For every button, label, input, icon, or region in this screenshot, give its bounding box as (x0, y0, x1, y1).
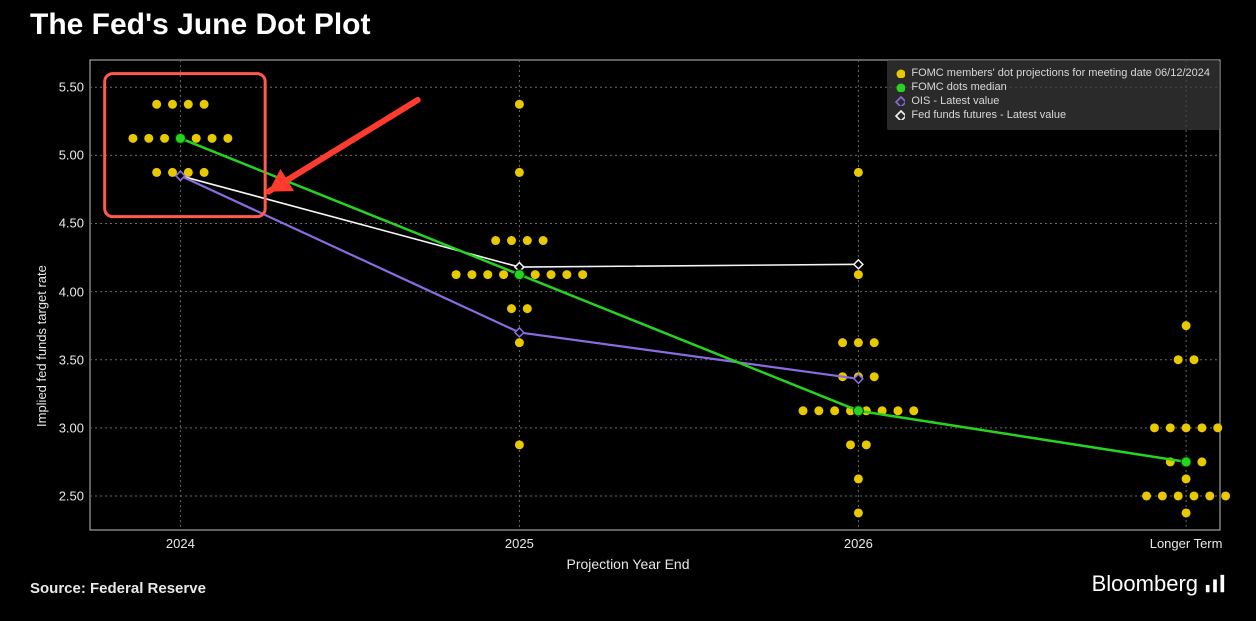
fomc-dot (200, 168, 209, 177)
fomc-dot (515, 440, 524, 449)
fomc-dot (208, 134, 217, 143)
fomc-dot (862, 440, 871, 449)
fomc-dot (814, 406, 823, 415)
fomc-dot (1158, 491, 1167, 500)
fomc-dot (854, 474, 863, 483)
fomc-dot (200, 100, 209, 109)
fomc-dot (539, 236, 548, 245)
highlight-box (105, 74, 265, 217)
fomc-dot (1182, 321, 1191, 330)
fomc-dot (562, 270, 571, 279)
fomc-dot (452, 270, 461, 279)
fomc-dot (854, 508, 863, 517)
fomc-dot (1166, 423, 1175, 432)
fomc-dot (168, 100, 177, 109)
legend-item: FOMC members' dot projections for meetin… (895, 66, 1210, 80)
fomc-dot (192, 134, 201, 143)
legend-item: OIS - Latest value (895, 94, 1210, 108)
source-attribution: Source: Federal Reserve (30, 580, 206, 597)
fomc-dot (223, 134, 232, 143)
fomc-dot (854, 338, 863, 347)
brand-text: Bloomberg (1092, 571, 1198, 597)
x-axis-label: Projection Year End (0, 556, 1256, 572)
fomc-dot (152, 100, 161, 109)
fomc-dot (515, 168, 524, 177)
fomc-dot (491, 236, 500, 245)
fomc-dot (830, 406, 839, 415)
fomc-dot (838, 338, 847, 347)
callout-arrow (269, 100, 418, 192)
fomc-dot (507, 236, 516, 245)
fomc-dot (1142, 491, 1151, 500)
bloomberg-logo: Bloomberg (1092, 571, 1226, 597)
fomc-dot (467, 270, 476, 279)
fomc-dot (1190, 491, 1199, 500)
legend-label: Fed funds futures - Latest value (911, 108, 1066, 122)
fomc-dot (531, 270, 540, 279)
fomc-dot (499, 270, 508, 279)
fomc-dot (515, 338, 524, 347)
fomc-dot (1174, 355, 1183, 364)
fomc-dot (483, 270, 492, 279)
fomc-dot (1205, 491, 1214, 500)
fomc-dot (846, 440, 855, 449)
fomc-dot (1221, 491, 1230, 500)
fomc-dot (854, 270, 863, 279)
fomc-dot (1182, 508, 1191, 517)
fomc-dot (1197, 423, 1206, 432)
fomc-dot (523, 304, 532, 313)
bloomberg-icon (1204, 573, 1226, 595)
legend: FOMC members' dot projections for meetin… (887, 60, 1220, 130)
fomc-dot (1213, 423, 1222, 432)
fomc-dot (1174, 491, 1183, 500)
legend-item: FOMC dots median (895, 80, 1210, 94)
fomc-dot (870, 372, 879, 381)
fomc-dot (152, 168, 161, 177)
fomc-dot (160, 134, 169, 143)
legend-label: OIS - Latest value (911, 94, 999, 108)
fomc-dot (1150, 423, 1159, 432)
fomc-dot (1197, 457, 1206, 466)
fomc-dot (507, 304, 516, 313)
fomc-dot (515, 100, 524, 109)
series-line (180, 138, 1186, 462)
legend-label: FOMC dots median (911, 80, 1006, 94)
fomc-dot (1190, 355, 1199, 364)
fomc-dot (1182, 474, 1191, 483)
fomc-dot (1182, 423, 1191, 432)
legend-item: Fed funds futures - Latest value (895, 108, 1210, 122)
fomc-dot (799, 406, 808, 415)
fomc-dot (144, 134, 153, 143)
fomc-dot (547, 270, 556, 279)
fomc-dot (870, 338, 879, 347)
fomc-dot (893, 406, 902, 415)
fomc-dot (523, 236, 532, 245)
fomc-dot (854, 168, 863, 177)
fomc-dot (578, 270, 587, 279)
legend-label: FOMC members' dot projections for meetin… (911, 66, 1210, 80)
fomc-dot (909, 406, 918, 415)
fomc-dot (128, 134, 137, 143)
fomc-dot (184, 100, 193, 109)
